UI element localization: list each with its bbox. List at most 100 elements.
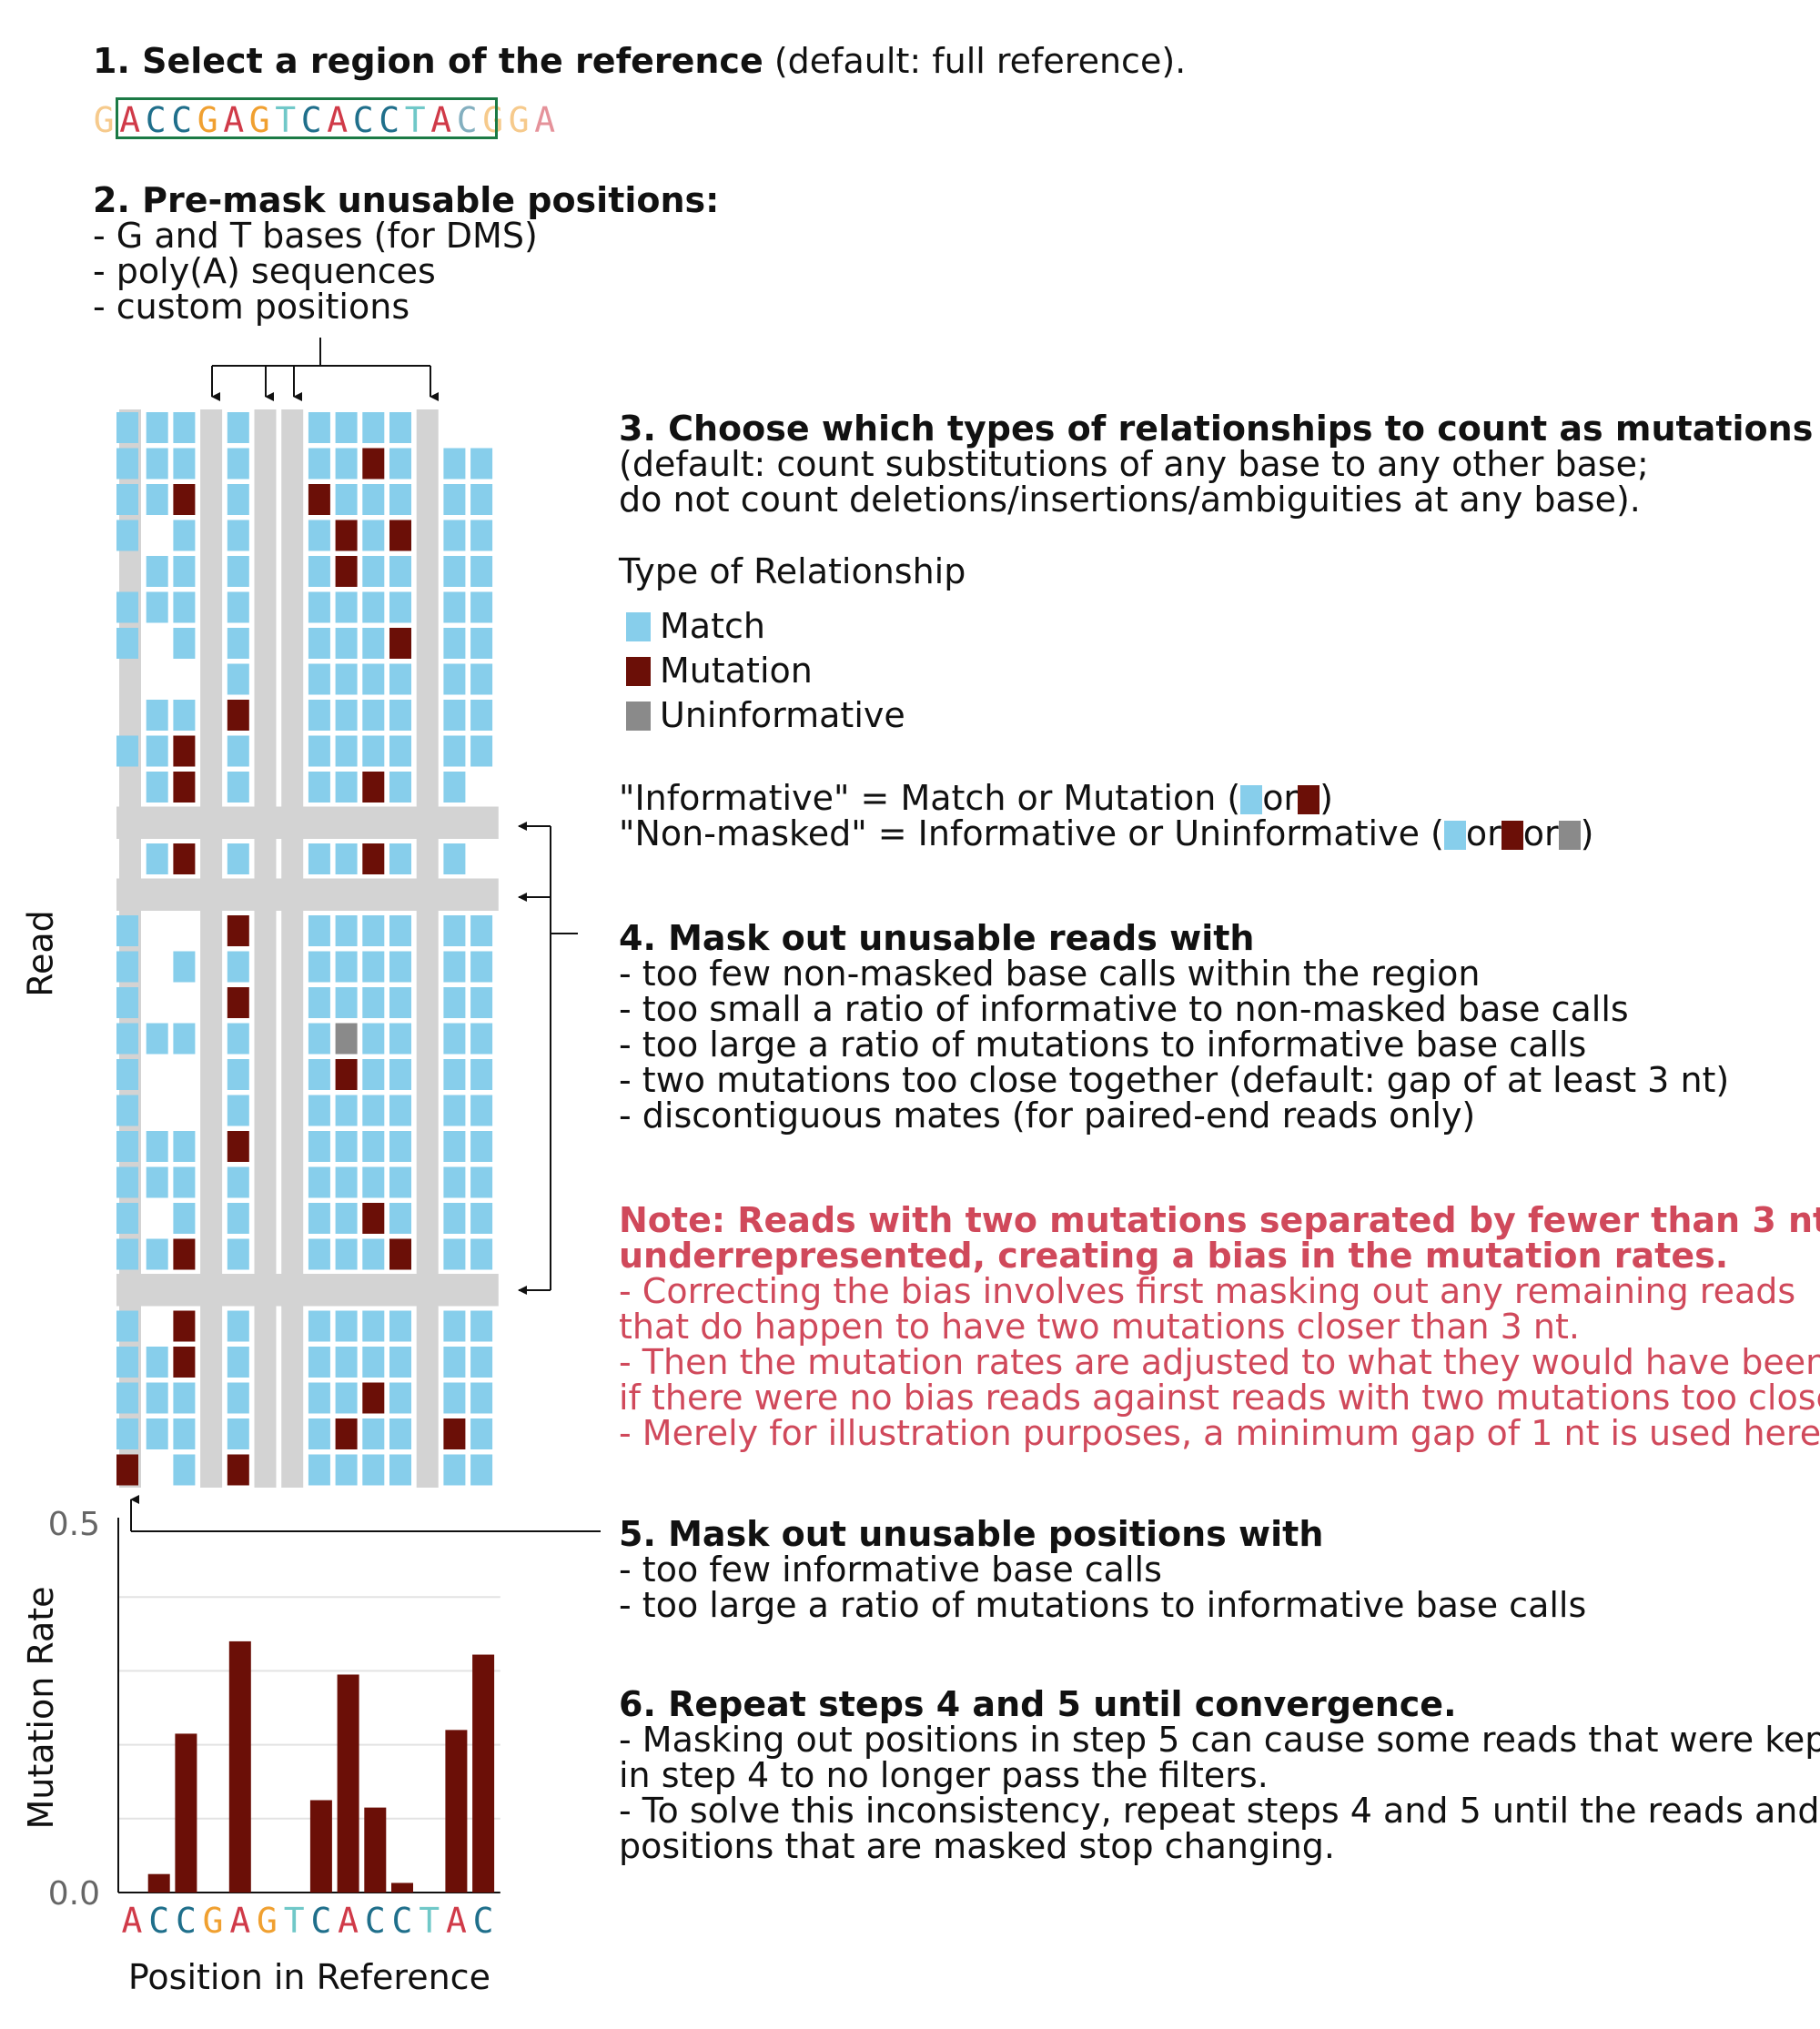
match-cell [146, 735, 168, 767]
x-tick-label: T [284, 1901, 305, 1941]
match-cell [116, 1166, 138, 1198]
match-cell [116, 520, 138, 551]
match-cell [116, 987, 138, 1018]
match-cell [335, 1131, 358, 1162]
match-cell [116, 628, 138, 659]
mutation-cell [362, 1382, 385, 1414]
sequence-base: C [171, 100, 193, 140]
definition-text: or [1522, 813, 1559, 853]
mutation-rate-bar [309, 1800, 332, 1893]
selected-region-box [116, 97, 498, 139]
match-cell [227, 1418, 249, 1449]
match-cell [470, 591, 493, 623]
match-cell [146, 1166, 168, 1198]
mutation-cell [362, 1203, 385, 1234]
match-cell [308, 1166, 330, 1198]
match-cell [227, 412, 249, 443]
match-cell [173, 448, 196, 479]
match-cell [443, 1166, 466, 1198]
premask-arrows [211, 338, 439, 401]
match-cell [308, 700, 330, 731]
match-cell [116, 412, 138, 443]
x-tick-label: A [338, 1901, 359, 1941]
match-cell [173, 591, 196, 623]
mutation-cell [227, 987, 249, 1018]
match-cell [470, 520, 493, 551]
mutation-cell [362, 772, 385, 803]
match-cell [227, 1059, 249, 1090]
match-cell [470, 1238, 493, 1270]
match-swatch [626, 612, 651, 641]
mutation-cell [308, 484, 330, 515]
mutation-rate-bar [147, 1873, 170, 1893]
match-cell [470, 700, 493, 731]
sequence-base: A [430, 100, 452, 140]
match-cell [173, 1166, 196, 1198]
match-cell [308, 843, 330, 874]
sequence-base: A [534, 100, 556, 140]
mutation-cell [173, 772, 196, 803]
mutation-cell [389, 628, 411, 659]
mutation-swatch [626, 657, 651, 686]
sequence-base: C [379, 100, 400, 140]
match-cell [443, 591, 466, 623]
masked-read-row [116, 806, 499, 839]
match-cell [227, 1095, 249, 1126]
definition-text: "Informative" = Match or Mutation ( [619, 778, 1241, 818]
masked-column [254, 409, 277, 1488]
match-cell [335, 843, 358, 874]
match-cell [470, 448, 493, 479]
match-cell [227, 484, 249, 515]
match-cell [335, 1382, 358, 1414]
match-cell [389, 1382, 411, 1414]
match-cell [362, 556, 385, 587]
match-cell [227, 1238, 249, 1270]
match-cell [389, 987, 411, 1018]
match-cell [335, 1203, 358, 1234]
mutation-cell [362, 448, 385, 479]
match-cell [470, 1347, 493, 1378]
match-cell [173, 951, 196, 983]
match-cell [308, 735, 330, 767]
match-cell [308, 915, 330, 946]
match-cell [362, 628, 385, 659]
match-cell [335, 951, 358, 983]
mutation-rate-bar [391, 1883, 413, 1893]
mutation-rate-bar [364, 1807, 387, 1893]
match-cell [389, 700, 411, 731]
match-cell [308, 1059, 330, 1090]
match-cell [443, 1454, 466, 1486]
match-cell [389, 1023, 411, 1055]
step5-title: 5. Mask out unusable positions with [619, 1514, 1324, 1554]
match-cell [335, 1347, 358, 1378]
match-cell [308, 1382, 330, 1414]
match-cell [470, 1131, 493, 1162]
match-cell [335, 484, 358, 515]
match-cell [389, 1095, 411, 1126]
mutation-cell [389, 1238, 411, 1270]
match-cell [443, 1095, 466, 1126]
match-cell [389, 1166, 411, 1198]
mutation-cell [173, 1310, 196, 1342]
step3-line: (default: count substitutions of any bas… [619, 444, 1649, 484]
match-cell [335, 1166, 358, 1198]
match-cell [443, 772, 466, 803]
match-cell [443, 663, 466, 695]
mutation-cell [362, 843, 385, 874]
match-cell [470, 1454, 493, 1486]
match-cell [146, 1238, 168, 1270]
mutation-cell [227, 915, 249, 946]
match-cell [335, 1454, 358, 1486]
match-cell [308, 1347, 330, 1378]
x-tick-label: C [310, 1901, 331, 1941]
match-cell [227, 1310, 249, 1342]
definition-text: ) [1580, 813, 1594, 853]
match-cell [389, 484, 411, 515]
step2-title: 2. Pre-mask unusable positions: [93, 180, 720, 220]
match-cell [308, 1238, 330, 1270]
match-cell [470, 1023, 493, 1055]
match-cell [227, 1023, 249, 1055]
match-cell [308, 1095, 330, 1126]
mutation-swatch [1501, 821, 1523, 850]
